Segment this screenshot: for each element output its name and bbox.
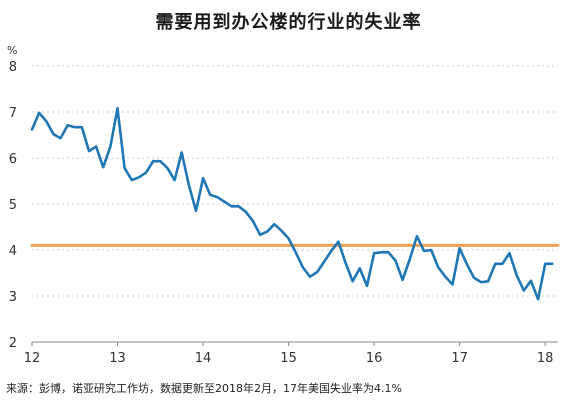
y-tick-label: 8 — [9, 60, 17, 75]
y-tick-label: 2 — [9, 336, 17, 351]
chart-title: 需要用到办公楼的行业的失业率 — [155, 12, 422, 33]
x-tick-label: 17 — [451, 351, 468, 366]
y-axis-unit: % — [7, 44, 18, 57]
x-tick-label: 13 — [109, 351, 126, 366]
x-tick-label: 15 — [280, 351, 297, 366]
x-tick-label: 14 — [195, 351, 212, 366]
y-tick-label: 4 — [9, 244, 17, 259]
x-tick-label: 12 — [24, 351, 41, 366]
x-tick-label: 18 — [537, 351, 554, 366]
y-tick-label: 3 — [9, 290, 17, 305]
x-tick-label: 16 — [366, 351, 383, 366]
source-note: 来源：彭博，诺亚研究工作坊，数据更新至2018年2月，17年美国失业率为4.1% — [6, 382, 402, 395]
unemployment-rate-line — [30, 107, 554, 301]
y-tick-label: 7 — [9, 106, 17, 121]
y-tick-label: 6 — [9, 152, 17, 167]
y-tick-label: 5 — [9, 198, 17, 213]
